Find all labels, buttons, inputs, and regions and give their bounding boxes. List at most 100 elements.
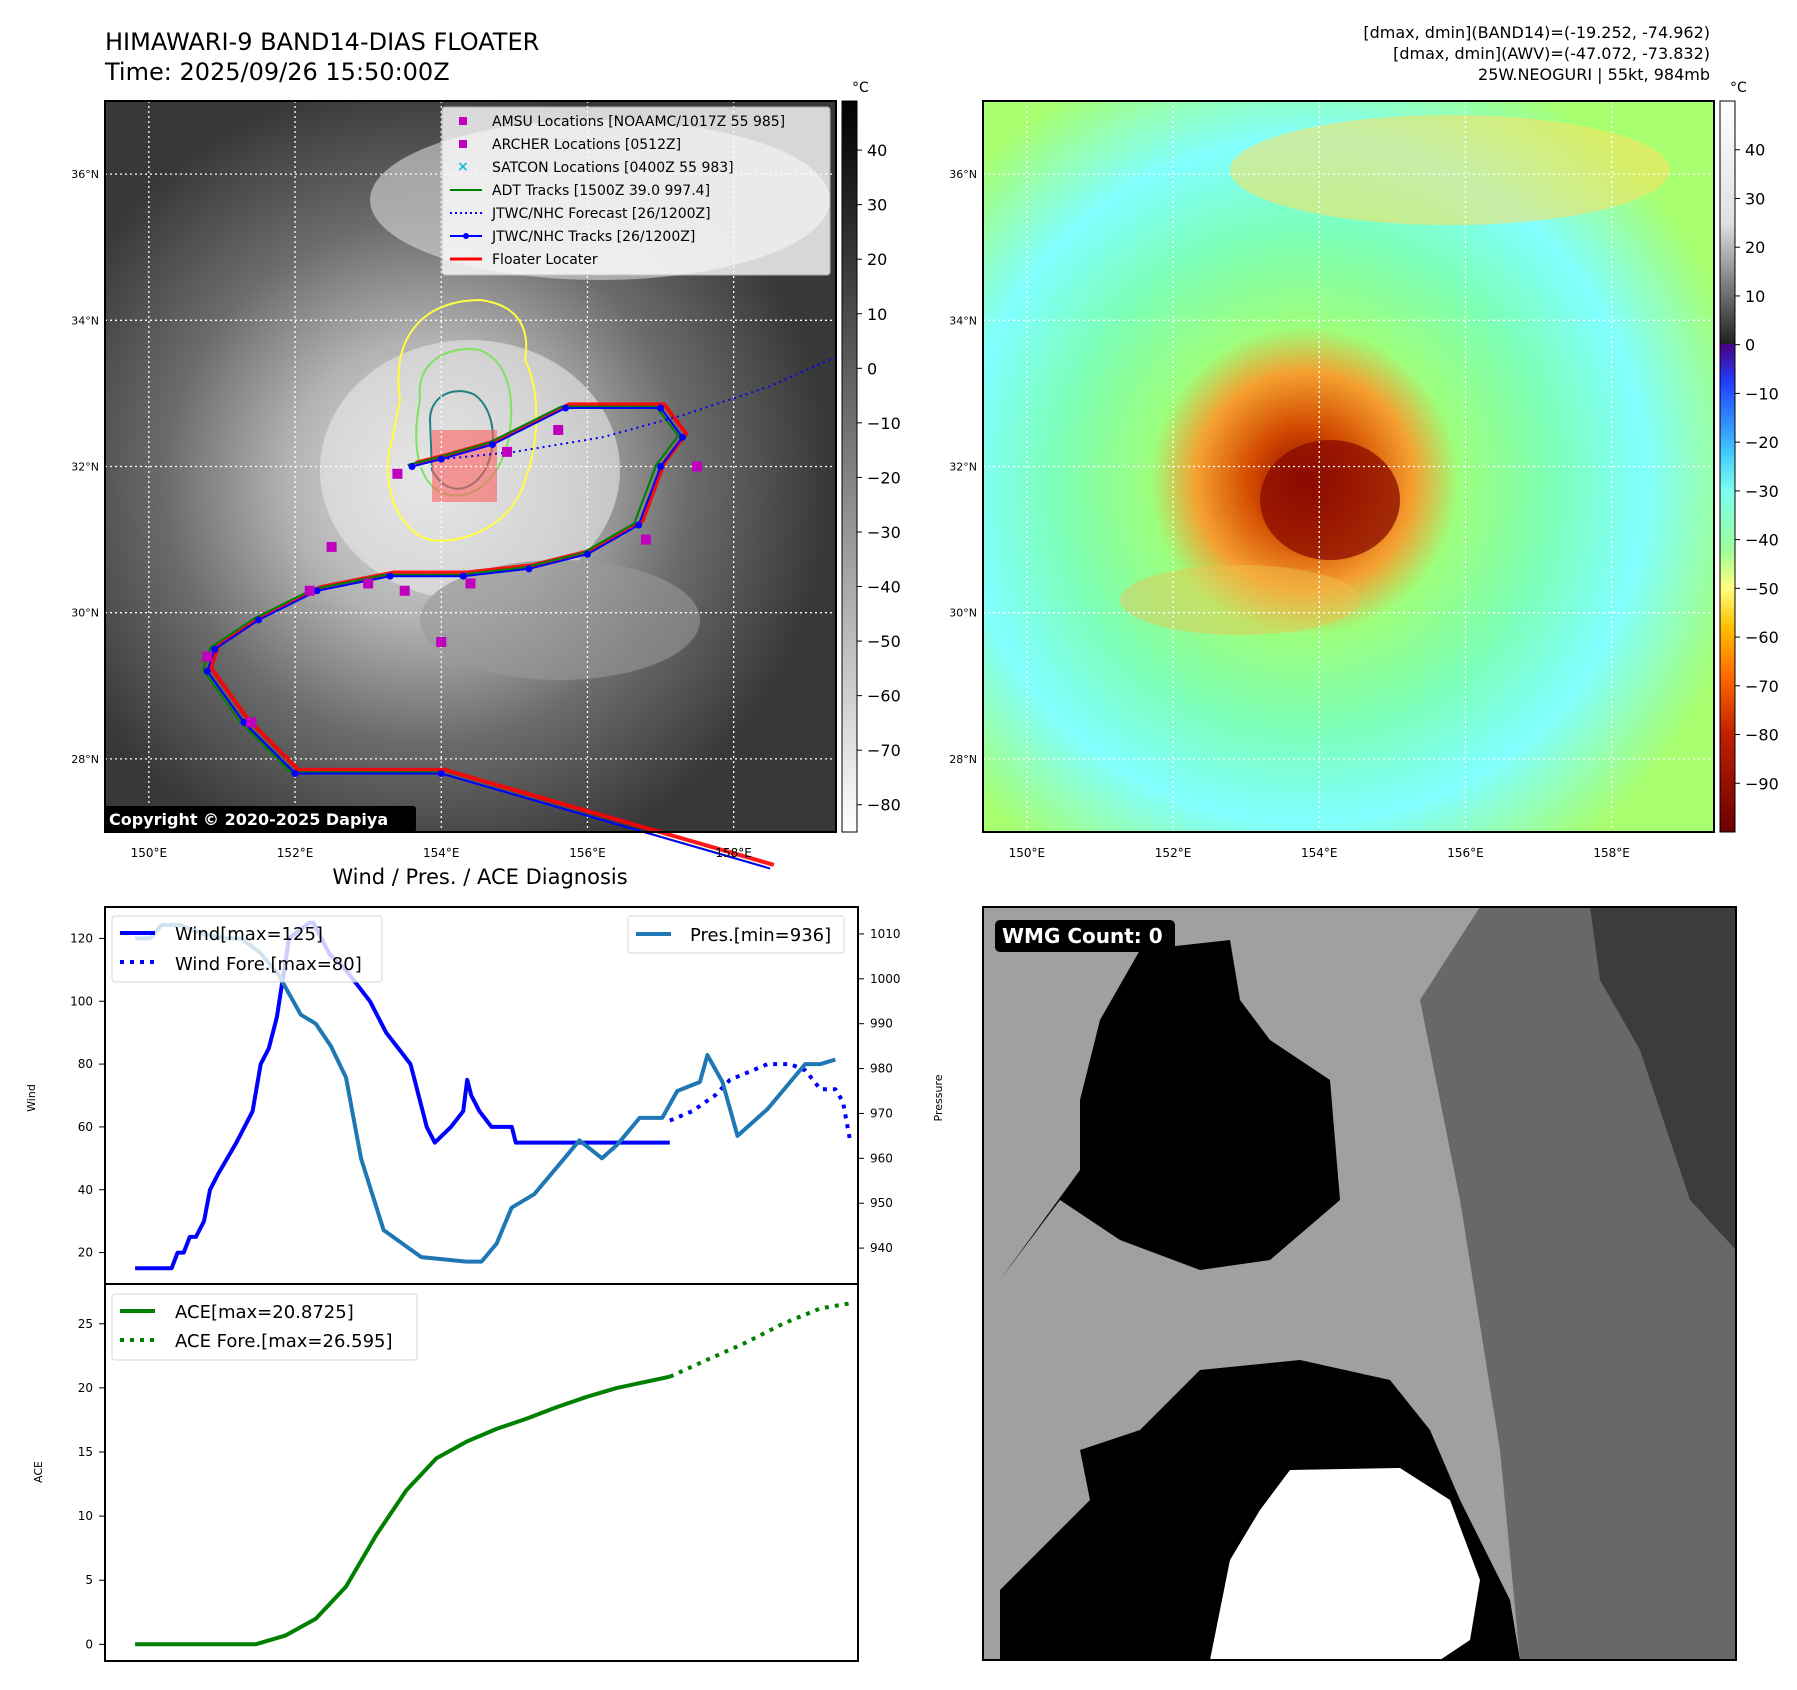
legend-satcon: SATCON Locations [0400Z 55 983] bbox=[492, 160, 734, 176]
map-tick-labels: 150°E 152°E 154°E 156°E 158°E 36°N 34°N 32°N 30°… bbox=[71, 168, 752, 860]
colorbar-tick-label: −20 bbox=[867, 468, 901, 487]
y-tick-label-right: 940 bbox=[870, 1241, 893, 1255]
colorbar-tick-label: 0 bbox=[1745, 336, 1755, 355]
lat-tick-label: 34°N bbox=[949, 314, 977, 327]
y-tick-label: 120 bbox=[70, 931, 93, 945]
colorbar-tick-label: 20 bbox=[1745, 238, 1765, 257]
info-line-1: [dmax, dmin](BAND14)=(-19.252, -74.962) bbox=[1363, 23, 1710, 42]
y-tick-label: 25 bbox=[78, 1317, 93, 1331]
colorbar-tick-label: −60 bbox=[1745, 628, 1779, 647]
lon-tick-label: 156°E bbox=[1447, 846, 1484, 860]
jtwc-track-point bbox=[678, 433, 686, 441]
amsu-marker bbox=[326, 541, 337, 552]
colorbar-tick-label: −90 bbox=[1745, 774, 1779, 793]
y-tick-label-right: 970 bbox=[870, 1106, 893, 1120]
jtwc-track-point bbox=[583, 550, 591, 558]
amsu-marker bbox=[399, 585, 410, 596]
wmg-count-label: WMG Count: 0 bbox=[1002, 924, 1163, 948]
amsu-marker bbox=[640, 534, 651, 545]
storm-tracks bbox=[201, 355, 837, 870]
map-grid bbox=[983, 101, 1714, 832]
pressure-legend: Pres.[min=936] bbox=[627, 915, 845, 954]
y-tick-label-right: 1000 bbox=[870, 972, 901, 986]
ir-map-panel: AMSU Locations [NOAAMC/1017Z 55 985] ARC… bbox=[104, 100, 837, 870]
jtwc-track-point bbox=[635, 521, 643, 529]
colorbar-tick-label: 0 bbox=[867, 359, 877, 378]
lon-tick-label: 158°E bbox=[1593, 846, 1630, 860]
y-tick-label-right: 950 bbox=[870, 1196, 893, 1210]
ace-legend-label: ACE[max=20.8725] bbox=[175, 1302, 354, 1323]
jtwc-track-point bbox=[562, 404, 570, 412]
colorbar-tick-label: 40 bbox=[867, 141, 887, 160]
warm-band-top bbox=[1230, 115, 1670, 225]
ace-forecast-line bbox=[668, 1301, 851, 1379]
wind-fore-legend-label: Wind Fore.[max=80] bbox=[175, 954, 362, 975]
ace-line bbox=[135, 1374, 671, 1647]
colorbar-tick-label: −50 bbox=[1745, 579, 1779, 598]
y-tick-label: 10 bbox=[78, 1509, 93, 1523]
legend-floater: Floater Locater bbox=[492, 252, 598, 268]
jtwc-track-point bbox=[459, 572, 467, 580]
wmg-panel: WMG Count: 0 bbox=[982, 906, 1737, 1661]
wind-series bbox=[135, 920, 853, 1271]
lon-tick-label: 158°E bbox=[715, 846, 752, 860]
ace-series bbox=[135, 1301, 851, 1647]
jtwc-track-point bbox=[203, 667, 211, 675]
amsu-marker bbox=[465, 578, 476, 589]
map-grid bbox=[105, 101, 836, 832]
y-tick-label-right: 960 bbox=[870, 1151, 893, 1165]
lat-tick-label: 28°N bbox=[949, 753, 977, 766]
figure-title: HIMAWARI-9 BAND14-DIAS FLOATER bbox=[105, 28, 539, 56]
y-tick-label: 20 bbox=[78, 1381, 93, 1395]
jtwc-track-point bbox=[408, 463, 416, 470]
wind-legend: Wind[max=125] Wind Fore.[max=80] bbox=[111, 915, 383, 983]
green-contour bbox=[415, 348, 513, 497]
legend-forecast: JTWC/NHC Forecast [26/1200Z] bbox=[491, 206, 711, 222]
jtwc-track-point bbox=[437, 770, 445, 778]
amsu-marker bbox=[692, 461, 703, 472]
lon-tick-label: 150°E bbox=[131, 846, 168, 860]
lat-tick-label: 34°N bbox=[71, 314, 99, 327]
wmg-black-upper bbox=[1000, 940, 1340, 1280]
y-tick-label: 60 bbox=[78, 1120, 93, 1134]
legend-adt: ADT Tracks [1500Z 39.0 997.4] bbox=[492, 183, 710, 199]
lat-tick-label: 32°N bbox=[71, 461, 99, 474]
arc-band bbox=[1120, 565, 1360, 635]
lon-tick-label: 152°E bbox=[1155, 846, 1192, 860]
amsu-marker bbox=[202, 651, 213, 662]
ace-legend: ACE[max=20.8725] ACE Fore.[max=26.595] bbox=[111, 1293, 418, 1361]
y-tick-label-right: 1010 bbox=[870, 927, 901, 941]
colorbar-tick-label: −40 bbox=[1745, 531, 1779, 550]
lon-tick-label: 150°E bbox=[1009, 846, 1046, 860]
adt-track bbox=[201, 405, 767, 869]
lat-tick-label: 30°N bbox=[949, 607, 977, 620]
ace-panel: 0 5 10 15 20 25 ACE ACE[max=20.8725] ACE Fore… bbox=[32, 1283, 859, 1662]
colorbar-tick-label: −30 bbox=[1745, 482, 1779, 501]
colorbar-tick-label: 10 bbox=[867, 305, 887, 324]
ace-fore-legend-label: ACE Fore.[max=26.595] bbox=[175, 1331, 393, 1352]
jtwc-track-point bbox=[211, 645, 219, 653]
colorbar-tick-label: −10 bbox=[867, 414, 901, 433]
lat-tick-label: 28°N bbox=[71, 753, 99, 766]
wmg-darker-region bbox=[1590, 907, 1736, 1250]
copyright-box bbox=[104, 806, 416, 832]
amsu-marker bbox=[436, 636, 447, 647]
colorbar-tick-label: 40 bbox=[1745, 141, 1765, 160]
wind-forecast-line bbox=[669, 1062, 853, 1143]
colorbar-tick-label: −50 bbox=[867, 632, 901, 651]
map-tick-labels: 150°E 152°E 154°E 156°E 158°E 36°N 34°N 32°N 30°… bbox=[949, 168, 1630, 860]
gray-colorbar: °C 40 30 20 10 0 −10 −20 −30 −40 −50 −60 −70 −80 bbox=[841, 80, 901, 833]
lon-tick-label: 156°E bbox=[569, 846, 606, 860]
info-line-3: 25W.NEOGURI | 55kt, 984mb bbox=[1478, 65, 1710, 84]
colorbar-tick-label: 30 bbox=[1745, 189, 1765, 208]
color-map-panel bbox=[982, 100, 1715, 833]
colorbar-tick-label: −80 bbox=[867, 796, 901, 815]
jtwc-track-point bbox=[240, 718, 248, 726]
floater-track bbox=[208, 402, 775, 867]
lat-tick-label: 36°N bbox=[949, 168, 977, 181]
jtwc-track-point bbox=[313, 587, 321, 595]
jtwc-track-point bbox=[525, 565, 533, 573]
lat-tick-label: 36°N bbox=[71, 168, 99, 181]
jtwc-track-point bbox=[657, 404, 665, 412]
